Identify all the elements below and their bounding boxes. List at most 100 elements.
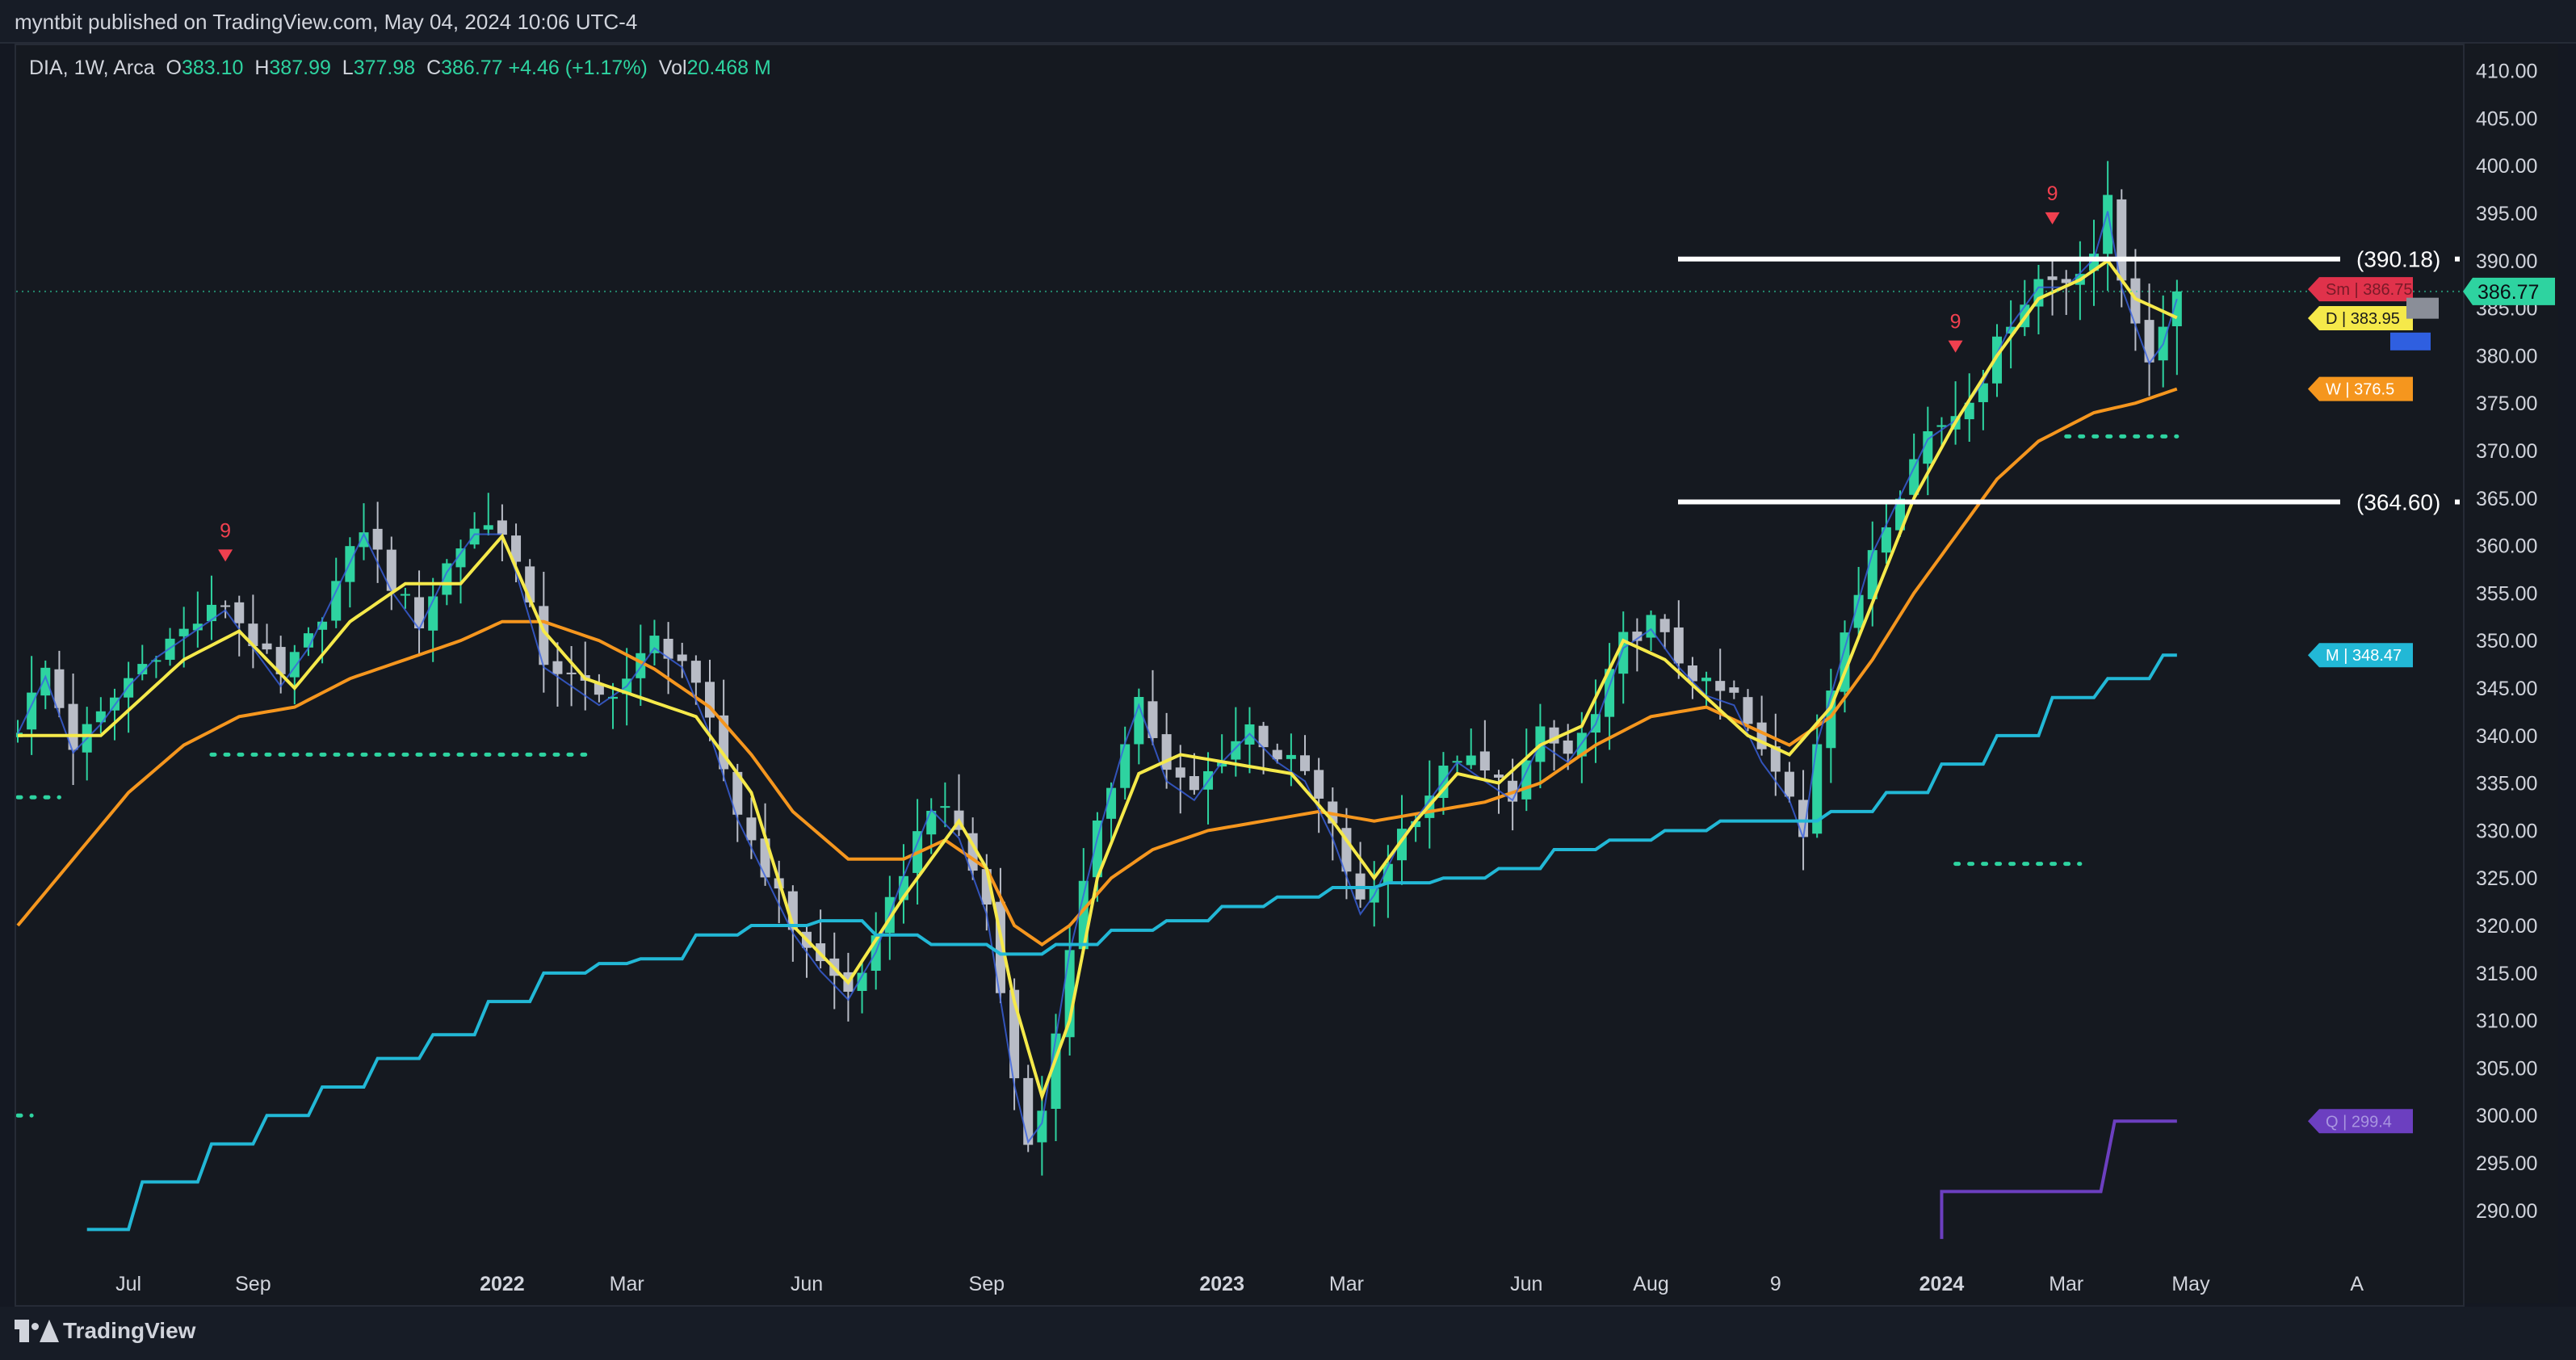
candle (1729, 680, 1739, 699)
y-tick-label: 400.00 (2476, 155, 2537, 178)
candle-body (1701, 678, 1712, 682)
candle (2020, 279, 2030, 337)
td-count-label: 9 (2047, 183, 2058, 205)
candle-body (372, 528, 383, 550)
candle-body (68, 703, 78, 750)
candle-body (1978, 383, 1988, 402)
candle-body (1300, 755, 1311, 771)
candle-body (234, 602, 245, 623)
indicator-tag-label: Sm | 386.75 (2326, 281, 2412, 299)
candle-body (663, 638, 673, 659)
candle-body (1798, 800, 1809, 837)
candle-body (1493, 774, 1504, 778)
candle (275, 636, 286, 694)
level-label: (364.60) (2356, 490, 2440, 515)
candle-body (1189, 776, 1199, 791)
candle (206, 575, 216, 640)
indicator-tag (2308, 643, 2413, 668)
candle-body (594, 682, 604, 695)
y-tick-label: 365.00 (2476, 488, 2537, 510)
candle (497, 504, 507, 562)
candle (82, 707, 92, 781)
candle-body (262, 643, 272, 650)
candle (2171, 279, 2182, 376)
candle-body (455, 548, 466, 568)
x-tick-label: Sep (969, 1273, 1005, 1295)
candle-body (497, 520, 507, 535)
indicator-tag (2308, 1109, 2413, 1134)
y-tick-label: 325.00 (2476, 867, 2537, 890)
candle (1549, 720, 1559, 771)
indicator-tag-label: D | 383.95 (2326, 310, 2400, 328)
chart-pane[interactable] (15, 44, 2465, 1307)
candle-body (2047, 276, 2058, 280)
y-tick-label: 380.00 (2476, 345, 2537, 367)
candle-body (940, 806, 950, 808)
y-tick-label: 300.00 (2476, 1105, 2537, 1127)
candle (1120, 726, 1131, 800)
price-axis[interactable] (2463, 44, 2558, 1303)
candle-body (1895, 498, 1906, 531)
candle-body (124, 678, 134, 698)
candle-body (1147, 701, 1158, 738)
y-tick-label: 390.00 (2476, 250, 2537, 273)
candle-body (414, 597, 425, 629)
candle-body (1618, 632, 1629, 674)
candles (16, 161, 2182, 1176)
candle (137, 644, 148, 681)
x-tick-label: Mar (610, 1273, 644, 1295)
y-tick-label: 320.00 (2476, 915, 2537, 938)
candle (1881, 500, 1891, 564)
candle (1770, 713, 1781, 796)
candle (1784, 762, 1794, 803)
y-tick-label: 350.00 (2476, 630, 2537, 653)
candle-body (636, 653, 646, 678)
candle (1673, 600, 1684, 679)
candle (1701, 671, 1712, 709)
indicator-tag-label: Q | 299.4 (2326, 1113, 2392, 1131)
indicator-tag (2308, 376, 2413, 401)
candle (469, 512, 480, 549)
candle-body (469, 528, 480, 545)
monthly-step-line (86, 653, 2177, 1232)
tradingview-logo-icon (15, 1320, 59, 1342)
candle (1244, 707, 1255, 774)
candle-body (677, 654, 687, 661)
x-tick-label: Sep (235, 1273, 271, 1295)
legend-high-label: H (254, 57, 270, 79)
candle-body (2006, 326, 2016, 334)
candle (1134, 688, 1144, 765)
candle (1272, 743, 1282, 764)
level-end-dot (2455, 256, 2460, 262)
candle (940, 782, 950, 828)
candle (1743, 689, 1753, 732)
candle-body (1134, 697, 1144, 745)
candle-body (1272, 749, 1282, 760)
tradingview-logo[interactable]: TradingView (15, 1318, 195, 1344)
horizontal-levels: (390.18) (364.60) (1678, 247, 2460, 515)
legend-high-value: 387.99 (269, 57, 331, 79)
td-count-label: 9 (1950, 311, 1961, 334)
candle (1521, 728, 1532, 812)
candle-body (1770, 746, 1781, 772)
candle-body (857, 972, 867, 992)
candle-body (165, 638, 175, 660)
ema-fast-line (18, 258, 2178, 1102)
footer (0, 1307, 2576, 1360)
candle-body (2103, 195, 2113, 254)
candle (1466, 728, 1476, 770)
candle (345, 537, 355, 608)
candle-body (442, 563, 452, 595)
legend-symbol[interactable]: DIA, 1W, Arca (29, 57, 155, 79)
candle (1314, 758, 1324, 833)
legend-change: +4.46 (+1.17%) (508, 57, 648, 79)
candle (2103, 161, 2113, 291)
candle (1493, 770, 1504, 814)
candle-body (1936, 425, 1947, 427)
candle-body (1023, 1077, 1034, 1145)
candle-body (483, 525, 493, 530)
indicator-lines (16, 211, 2178, 1240)
legend-low-value: 377.98 (353, 57, 416, 79)
